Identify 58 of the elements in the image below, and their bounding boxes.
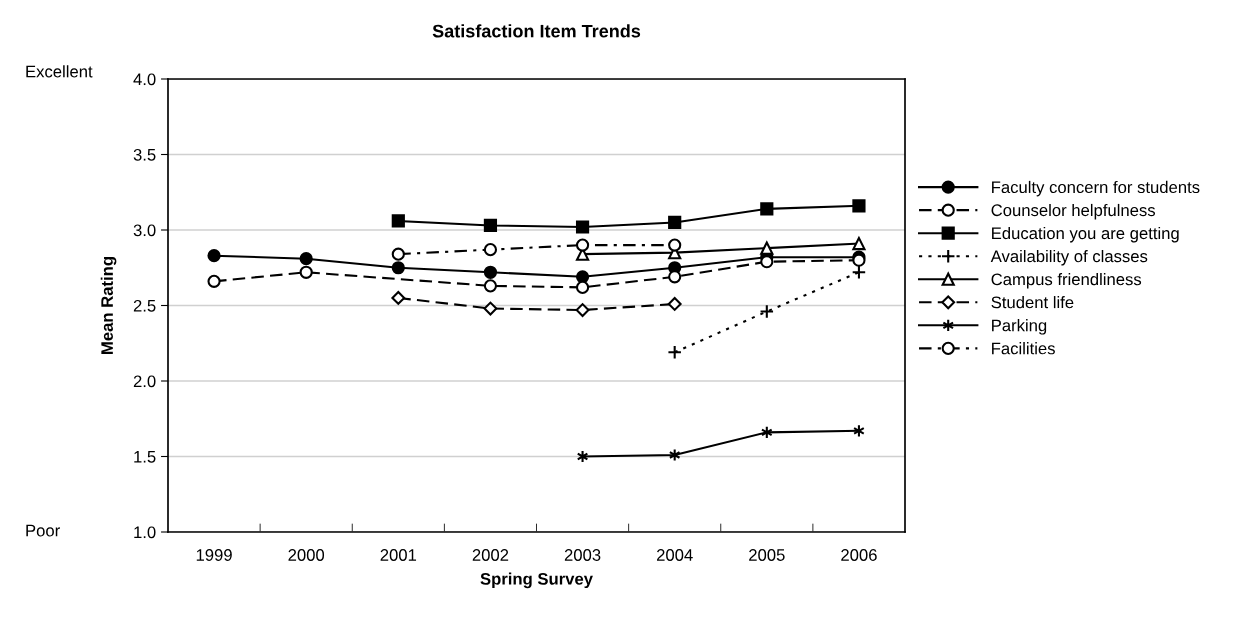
- point: [391, 291, 406, 305]
- point: [667, 297, 682, 311]
- point: [667, 345, 682, 360]
- point: [391, 261, 405, 275]
- point: [483, 265, 498, 279]
- point: [852, 199, 866, 213]
- y-axis-title: Mean Rating: [100, 257, 117, 354]
- point: [851, 264, 867, 280]
- y-tick-label: 1.5: [134, 451, 156, 463]
- point: [483, 301, 498, 316]
- x-tick-label: 1999: [196, 549, 232, 561]
- legend-label: Parking: [992, 319, 1047, 335]
- y-tick-label: 1.0: [134, 526, 156, 539]
- legend-label: Counselor helpfulness: [991, 203, 1156, 220]
- point: [575, 270, 590, 284]
- point: [575, 280, 590, 294]
- point: [207, 249, 221, 263]
- point: [668, 270, 682, 284]
- x-tick-label: 2000: [288, 549, 325, 561]
- y-tick-label: 3.0: [133, 224, 156, 237]
- point: [483, 243, 498, 257]
- point: [299, 265, 313, 279]
- point: [483, 279, 498, 293]
- point: [207, 274, 221, 288]
- point: [852, 236, 866, 251]
- legend-label: Faculty concern for students: [992, 180, 1200, 197]
- y-tick-label: 3.5: [133, 148, 156, 161]
- x-tick-label: 2005: [749, 549, 785, 561]
- chart-title: Satisfaction Item Trends: [432, 24, 641, 38]
- y-tick-label: 4.0: [133, 73, 156, 86]
- point: [668, 238, 682, 252]
- point: [575, 238, 590, 252]
- y-tick-label: 2.0: [133, 375, 156, 388]
- x-tick-label: 2006: [841, 549, 877, 561]
- legend-label: Campus friendliness: [991, 273, 1142, 289]
- point: [299, 252, 313, 266]
- legend-label: Student life: [991, 296, 1074, 309]
- legend-label: Facilities: [992, 342, 1055, 355]
- legend-label: Education you are getting: [992, 226, 1179, 243]
- x-tick-label: 2003: [564, 549, 601, 561]
- x-tick-label: 2004: [656, 549, 693, 561]
- point: [575, 220, 590, 234]
- x-tick-label: 2001: [380, 549, 417, 561]
- point: [760, 241, 774, 255]
- y-tick-label: 2.5: [133, 299, 156, 312]
- point: [483, 218, 498, 233]
- point: [575, 303, 590, 317]
- x-axis-title: Spring Survey: [480, 572, 593, 589]
- point: [391, 214, 405, 228]
- point: [760, 202, 774, 216]
- point: [759, 304, 775, 319]
- x-tick-label: 2002: [472, 549, 509, 561]
- point: [391, 247, 405, 261]
- point: [760, 255, 774, 269]
- legend-label: Availability of classes: [990, 249, 1148, 266]
- text: Poor: [26, 524, 60, 537]
- point: [668, 215, 682, 230]
- text: Excellent: [26, 65, 93, 78]
